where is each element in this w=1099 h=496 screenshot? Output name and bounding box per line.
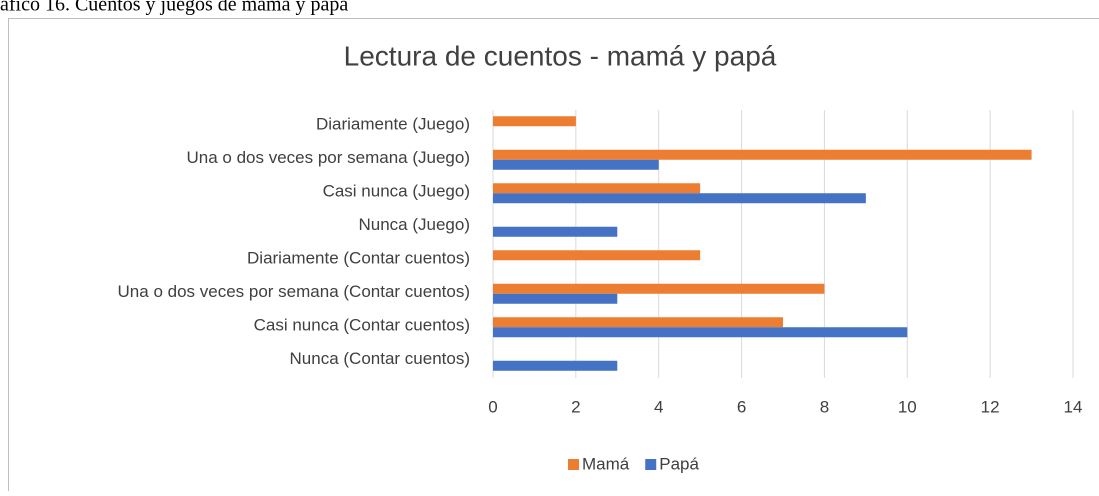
bar — [493, 284, 824, 294]
x-tick-label: 12 — [981, 397, 1000, 416]
x-tick-label: 10 — [898, 397, 917, 416]
caption: áfico 16. Cuentos y juegos de mamá y pap… — [0, 0, 348, 16]
legend-label: Mamá — [582, 454, 630, 473]
x-tick-label: 14 — [1064, 397, 1083, 416]
x-tick-label: 6 — [737, 397, 746, 416]
y-tick-label: Una o dos veces por semana (Juego) — [187, 148, 471, 167]
bar — [493, 250, 700, 260]
y-tick-label: Nunca (Contar cuentos) — [290, 349, 470, 368]
chart-title: Lectura de cuentos - mamá y papá — [344, 40, 777, 71]
legend-label: Papá — [659, 454, 699, 473]
y-tick-label: Casi nunca (Juego) — [323, 182, 470, 201]
bar — [493, 227, 617, 237]
legend-swatch — [645, 459, 656, 470]
y-tick-label: Una o dos veces por semana (Contar cuent… — [118, 282, 470, 301]
x-tick-label: 0 — [488, 397, 497, 416]
y-tick-label: Casi nunca (Contar cuentos) — [254, 316, 470, 335]
bar — [493, 294, 617, 304]
y-tick-label: Nunca (Juego) — [358, 215, 470, 234]
y-tick-label: Diariamente (Juego) — [316, 115, 470, 134]
legend-swatch — [568, 459, 579, 470]
x-tick-label: 8 — [820, 397, 829, 416]
bar — [493, 317, 783, 327]
y-tick-label: Diariamente (Contar cuentos) — [247, 249, 470, 268]
bar — [493, 150, 1032, 160]
bar — [493, 183, 700, 193]
bar — [493, 193, 866, 203]
bar — [493, 116, 576, 126]
bar — [493, 327, 907, 337]
bar — [493, 361, 617, 371]
x-tick-label: 2 — [571, 397, 580, 416]
bar — [493, 160, 659, 170]
x-tick-label: 4 — [654, 397, 663, 416]
